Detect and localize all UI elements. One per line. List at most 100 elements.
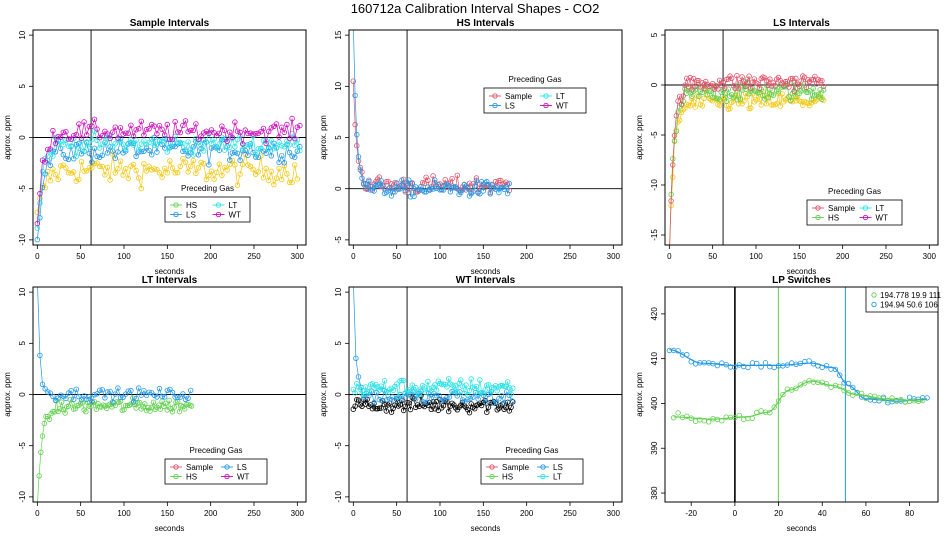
data-point bbox=[841, 387, 847, 394]
data-point bbox=[154, 149, 160, 155]
data-point bbox=[673, 113, 679, 119]
data-point bbox=[771, 364, 777, 371]
data-point bbox=[174, 394, 181, 400]
data-point bbox=[763, 77, 770, 84]
data-point bbox=[185, 169, 191, 175]
data-point bbox=[281, 163, 287, 169]
data-point bbox=[491, 400, 497, 406]
data-point bbox=[95, 400, 101, 407]
y-tick-label: 400 bbox=[650, 396, 659, 410]
data-point bbox=[115, 165, 121, 172]
y-axis-label: approx. ppm bbox=[635, 115, 644, 160]
legend-label: WT bbox=[876, 214, 889, 223]
data-point bbox=[120, 131, 126, 137]
legend-item: LS bbox=[221, 463, 247, 472]
data-point bbox=[442, 176, 448, 183]
legend-label: HS bbox=[828, 214, 839, 223]
data-point bbox=[224, 138, 230, 145]
data-point bbox=[138, 392, 144, 398]
data-point bbox=[55, 133, 61, 140]
legend: Preceding Gas Sample LS HS LT bbox=[480, 446, 584, 485]
data-point bbox=[182, 396, 189, 402]
data-point bbox=[76, 393, 82, 400]
data-point bbox=[122, 402, 129, 409]
smooth-line bbox=[669, 349, 928, 402]
data-point bbox=[802, 380, 808, 386]
x-tick-label: 150 bbox=[161, 509, 175, 518]
data-point bbox=[503, 404, 509, 411]
data-point bbox=[880, 396, 887, 402]
series-line bbox=[36, 137, 301, 240]
data-point bbox=[180, 148, 186, 155]
data-point bbox=[745, 364, 751, 371]
data-point bbox=[753, 97, 759, 103]
data-point bbox=[99, 163, 105, 170]
data-point bbox=[496, 177, 502, 184]
data-point bbox=[146, 389, 152, 395]
data-point bbox=[458, 402, 464, 408]
data-point bbox=[432, 382, 438, 388]
data-point bbox=[104, 389, 111, 395]
data-point bbox=[850, 392, 856, 398]
data-point bbox=[357, 167, 363, 173]
data-point bbox=[459, 383, 466, 389]
data-point bbox=[805, 77, 811, 83]
data-point bbox=[755, 81, 761, 87]
data-point bbox=[413, 384, 419, 391]
data-point bbox=[120, 394, 126, 400]
data-point bbox=[104, 164, 111, 171]
data-point bbox=[689, 87, 695, 93]
data-point bbox=[279, 176, 285, 183]
data-point bbox=[467, 395, 473, 402]
data-point bbox=[352, 121, 358, 128]
data-point bbox=[161, 403, 167, 410]
data-point bbox=[150, 399, 157, 405]
data-point bbox=[351, 278, 356, 283]
data-point bbox=[245, 141, 251, 148]
data-point bbox=[237, 171, 243, 177]
data-point bbox=[449, 175, 455, 182]
x-tick-label: 300 bbox=[291, 252, 305, 261]
data-point bbox=[350, 78, 356, 84]
x-tick-label: 250 bbox=[247, 509, 261, 518]
data-point bbox=[727, 105, 733, 112]
data-point bbox=[195, 165, 202, 171]
data-point bbox=[355, 374, 362, 380]
x-tick-label: 200 bbox=[520, 252, 534, 261]
data-point bbox=[423, 399, 429, 406]
data-point bbox=[670, 162, 676, 168]
data-point bbox=[164, 121, 170, 128]
data-point bbox=[135, 175, 142, 181]
data-point bbox=[480, 188, 486, 194]
x-axis-label: seconds bbox=[471, 524, 501, 533]
data-point bbox=[174, 129, 181, 135]
data-point bbox=[793, 75, 799, 82]
data-point bbox=[451, 388, 457, 394]
data-point bbox=[732, 415, 738, 421]
data-point bbox=[213, 169, 220, 176]
data-point bbox=[180, 155, 186, 162]
data-point bbox=[863, 395, 869, 401]
data-point bbox=[65, 169, 72, 176]
y-tick-label: 0 bbox=[650, 82, 659, 87]
data-point bbox=[81, 119, 87, 125]
x-tick-label: 300 bbox=[291, 509, 305, 518]
data-point bbox=[200, 160, 207, 167]
data-point bbox=[180, 122, 186, 129]
data-point bbox=[713, 95, 719, 101]
x-tick-label: 100 bbox=[433, 252, 447, 261]
data-point bbox=[376, 396, 382, 403]
data-point bbox=[157, 406, 164, 412]
data-point bbox=[797, 382, 804, 388]
data-point bbox=[470, 394, 476, 400]
data-point bbox=[504, 379, 511, 385]
legend-label: LT bbox=[556, 92, 565, 101]
data-point bbox=[86, 123, 92, 130]
x-axis-label: seconds bbox=[471, 267, 501, 276]
data-point bbox=[812, 73, 818, 80]
data-point bbox=[65, 136, 72, 142]
data-point bbox=[247, 130, 254, 136]
data-point bbox=[234, 136, 241, 143]
x-axis-label: seconds bbox=[155, 524, 185, 533]
data-point bbox=[125, 140, 131, 147]
